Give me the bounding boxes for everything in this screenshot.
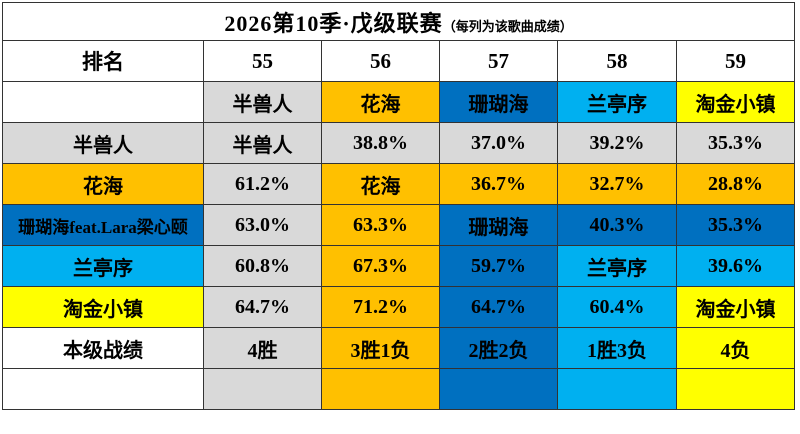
col-header-57: 57 <box>439 40 558 82</box>
table-cell: 35.3% <box>675 204 796 246</box>
table-cell: 39.6% <box>675 245 796 287</box>
table-row: 兰亭序 60.8% 67.3% 59.7% 兰亭序 39.6% <box>2 245 796 287</box>
row-label-cell <box>2 368 204 410</box>
table-row: 花海 61.2% 花海 36.7% 32.7% 28.8% <box>2 163 796 205</box>
table-cell: 花海 <box>321 81 440 123</box>
table-cell: 63.0% <box>203 204 322 246</box>
col-header-56: 56 <box>321 40 440 82</box>
table-cell: 兰亭序 <box>557 81 677 123</box>
table-cell: 3胜1负 <box>321 327 440 369</box>
row-label-cell <box>2 81 204 123</box>
table-cell: 39.2% <box>557 122 677 164</box>
table-cell: 67.3% <box>321 245 440 287</box>
table-cell: 38.8% <box>321 122 440 164</box>
league-table: 2026第10季·戊级联赛（每列为该歌曲成绩） 排名 55 56 57 58 5… <box>1 2 796 410</box>
table-cell <box>557 368 677 410</box>
col-header-55: 55 <box>203 40 322 82</box>
table-cell: 4负 <box>675 327 796 369</box>
table-cell: 1胜3负 <box>557 327 677 369</box>
table-row: 珊瑚海feat.Lara梁心颐 63.0% 63.3% 珊瑚海 40.3% 35.3% <box>2 204 796 246</box>
rank-header-cell: 排名 <box>2 40 204 82</box>
table-cell: 花海 <box>321 163 440 205</box>
table-cell: 2胜2负 <box>439 327 558 369</box>
table-cell: 40.3% <box>557 204 677 246</box>
table-row <box>2 368 796 410</box>
table-cell: 35.3% <box>675 122 796 164</box>
table-cell: 37.0% <box>439 122 558 164</box>
col-header-59: 59 <box>675 40 796 82</box>
title-main: 2026第10季·戊级联赛 <box>224 10 443 36</box>
table-cell: 32.7% <box>557 163 677 205</box>
table-cell: 兰亭序 <box>557 245 677 287</box>
table-row: 淘金小镇 64.7% 71.2% 64.7% 60.4% 淘金小镇 <box>2 286 796 328</box>
table-cell: 28.8% <box>675 163 796 205</box>
table-cell: 珊瑚海 <box>439 204 558 246</box>
table-row: 半兽人 半兽人 38.8% 37.0% 39.2% 35.3% <box>2 122 796 164</box>
table-body: 半兽人 花海 珊瑚海 兰亭序 淘金小镇 半兽人 半兽人 38.8% 37.0% 39.2% 35.3… <box>2 81 796 410</box>
table-cell: 60.4% <box>557 286 677 328</box>
table-cell: 71.2% <box>321 286 440 328</box>
table-cell: 36.7% <box>439 163 558 205</box>
table-cell: 63.3% <box>321 204 440 246</box>
table-cell <box>321 368 440 410</box>
title-row: 2026第10季·戊级联赛（每列为该歌曲成绩） <box>1 2 796 41</box>
header-row: 排名 55 56 57 58 59 <box>2 40 796 82</box>
table-cell <box>675 368 796 410</box>
table-cell: 半兽人 <box>203 81 322 123</box>
row-label-cell: 淘金小镇 <box>2 286 204 328</box>
table-row: 本级战绩 4胜 3胜1负 2胜2负 1胜3负 4负 <box>2 327 796 369</box>
table-cell: 64.7% <box>203 286 322 328</box>
table-title: 2026第10季·戊级联赛（每列为该歌曲成绩） <box>1 2 796 41</box>
table-cell: 淘金小镇 <box>675 286 796 328</box>
table-cell: 半兽人 <box>203 122 322 164</box>
table-cell: 59.7% <box>439 245 558 287</box>
row-label-cell: 珊瑚海feat.Lara梁心颐 <box>2 204 204 246</box>
row-label-cell: 本级战绩 <box>2 327 204 369</box>
row-label-cell: 兰亭序 <box>2 245 204 287</box>
table-cell: 4胜 <box>203 327 322 369</box>
table-cell <box>203 368 322 410</box>
table-cell: 64.7% <box>439 286 558 328</box>
title-sub: （每列为该歌曲成绩） <box>442 18 573 34</box>
table-row: 半兽人 花海 珊瑚海 兰亭序 淘金小镇 <box>2 81 796 123</box>
table-cell: 61.2% <box>203 163 322 205</box>
table-cell: 珊瑚海 <box>439 81 558 123</box>
col-header-58: 58 <box>557 40 677 82</box>
table-cell: 淘金小镇 <box>675 81 796 123</box>
row-label-cell: 花海 <box>2 163 204 205</box>
row-label-cell: 半兽人 <box>2 122 204 164</box>
table-cell: 60.8% <box>203 245 322 287</box>
table-cell <box>439 368 558 410</box>
